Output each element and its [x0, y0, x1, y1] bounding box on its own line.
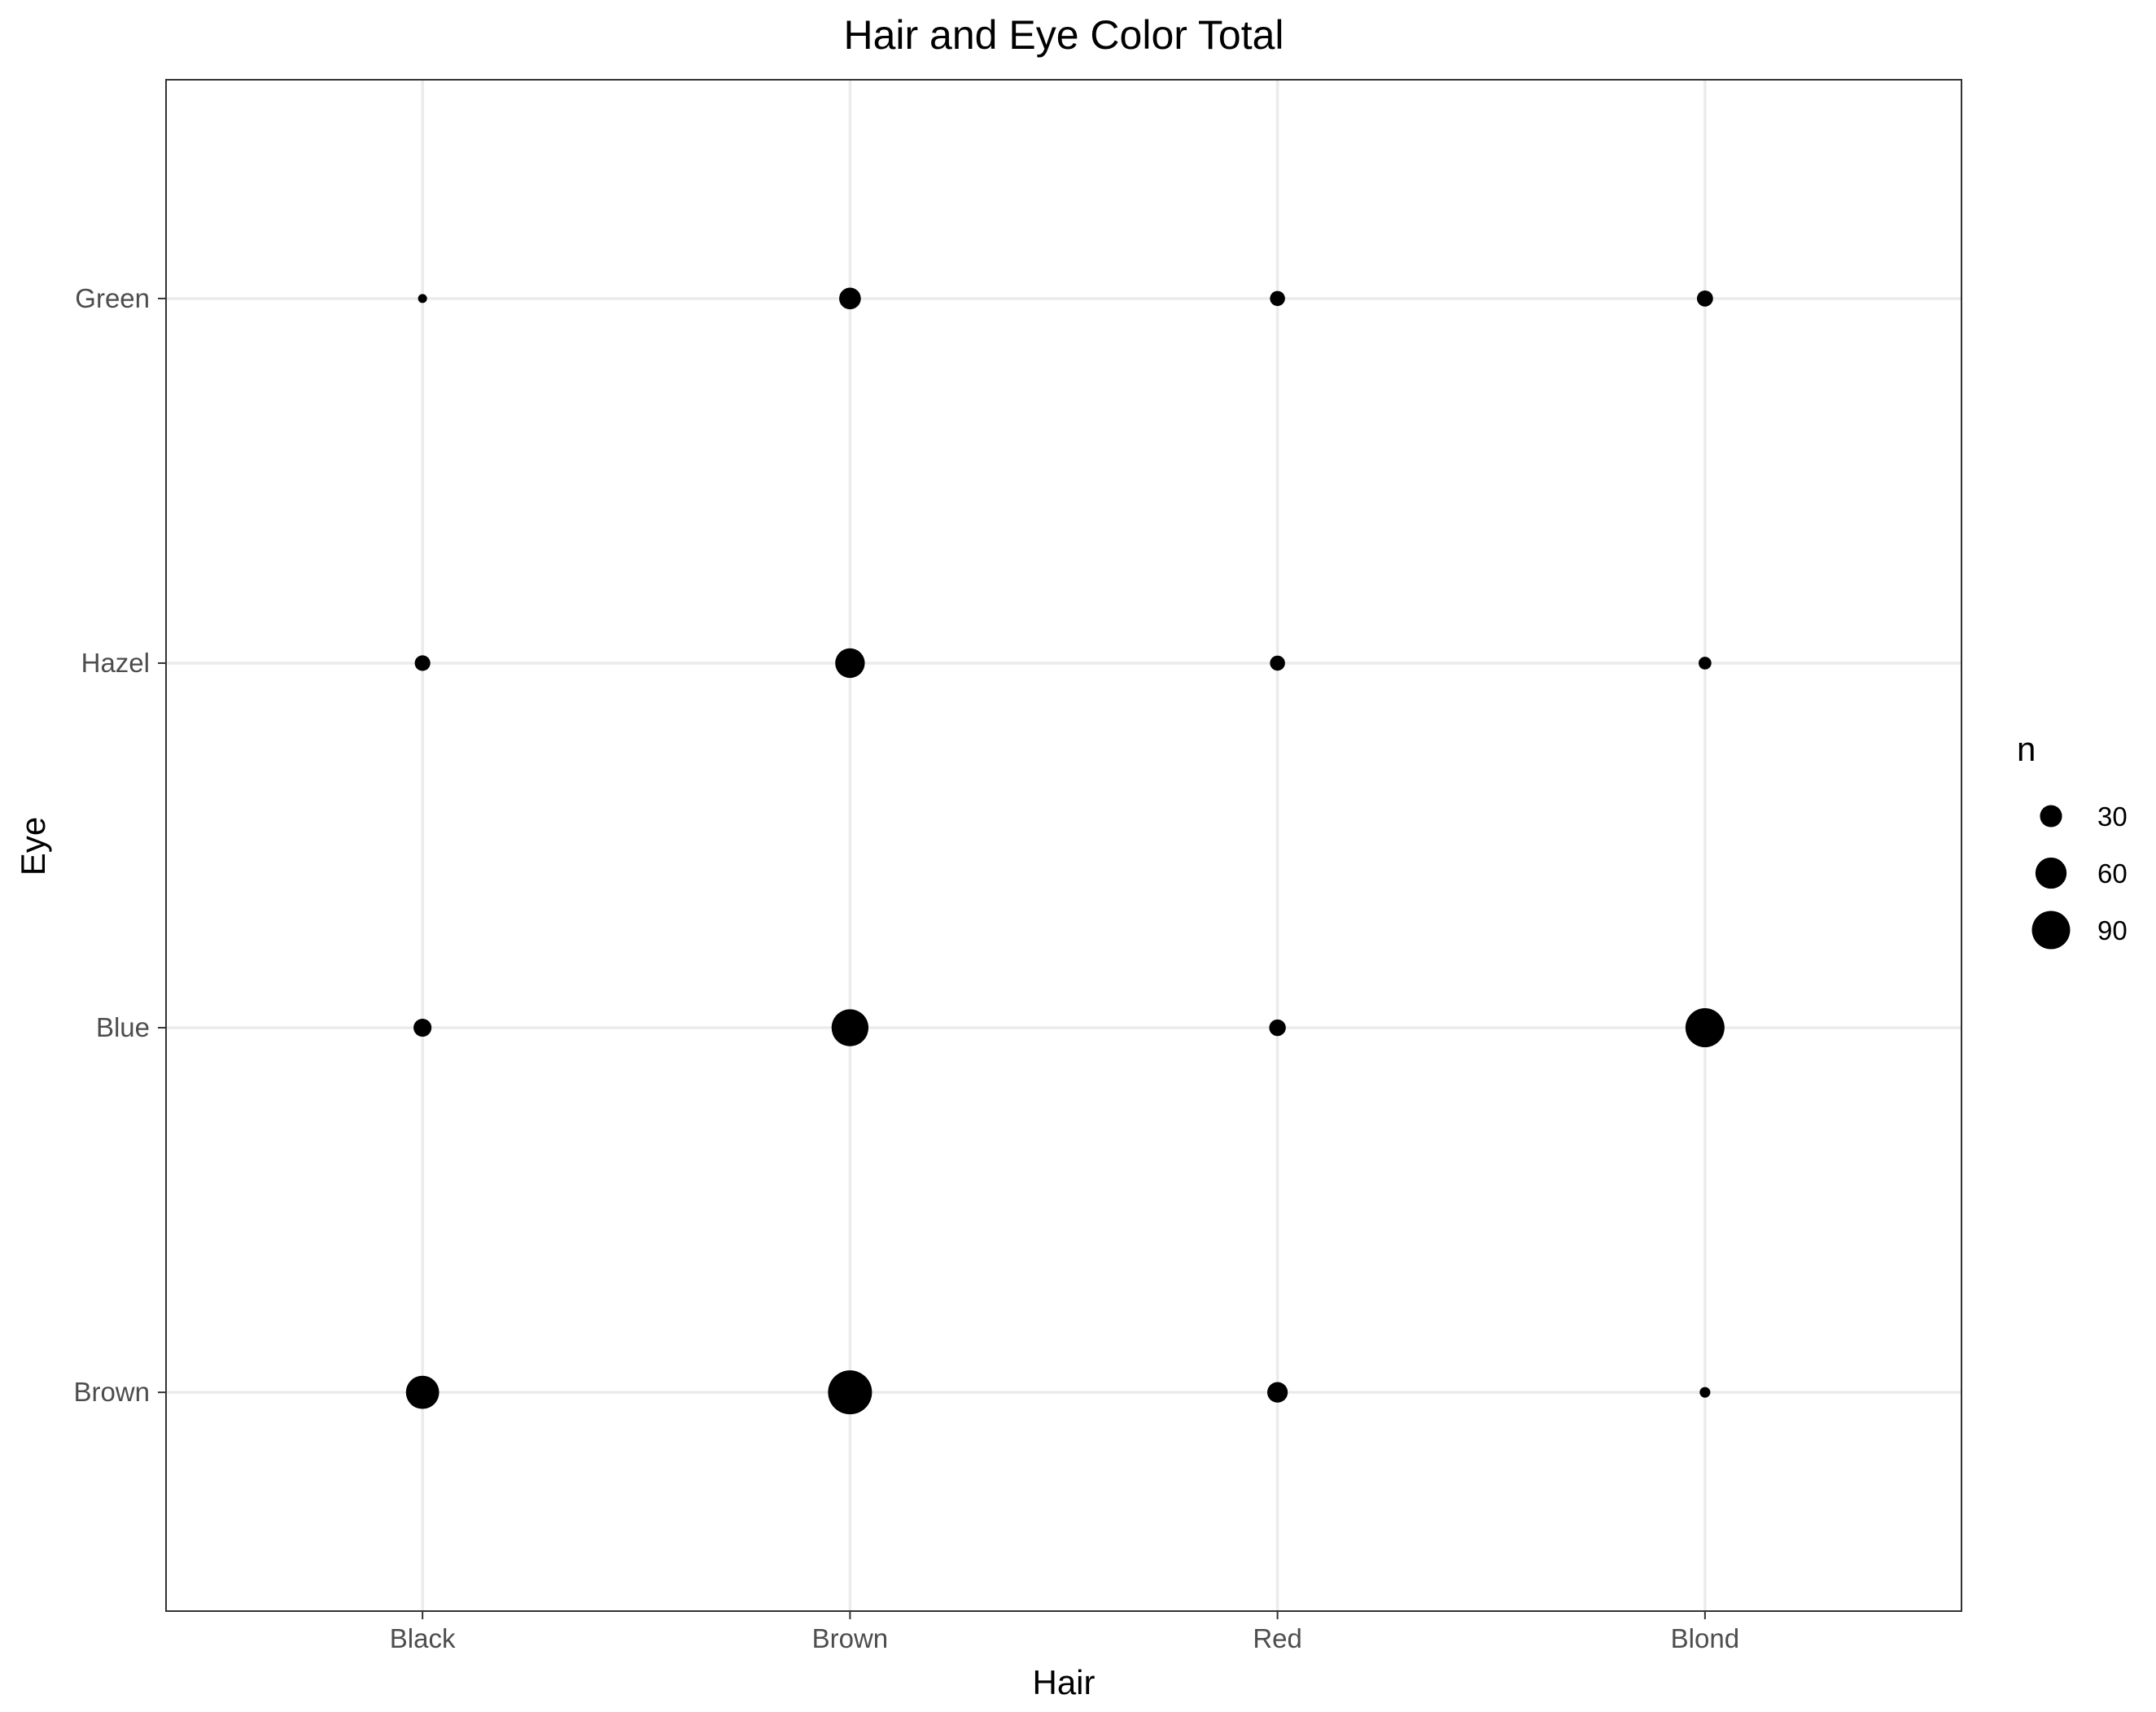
legend-label: 30 [2097, 801, 2128, 832]
y-axis-title: Eye [14, 817, 52, 876]
x-tick-label: Blond [1671, 1623, 1739, 1653]
data-point [405, 1375, 440, 1409]
data-point [1270, 655, 1285, 671]
x-axis-title: Hair [1032, 1663, 1095, 1701]
data-point [831, 1009, 869, 1046]
data-point [1699, 657, 1712, 670]
data-point [1266, 1382, 1288, 1403]
data-point [413, 1018, 432, 1037]
x-axis-ticks: Black Brown Red Blond [390, 1611, 1739, 1653]
data-point [1269, 1019, 1286, 1037]
chart-title: Hair and Eye Color Total [843, 12, 1284, 58]
data-point [839, 287, 861, 310]
legend-label: 60 [2097, 858, 2128, 889]
y-tick-label: Blue [96, 1012, 150, 1042]
legend-key [2031, 911, 2071, 950]
panel-border [165, 79, 1962, 1612]
y-axis-ticks: Brown Blue Hazel Green [73, 283, 166, 1407]
data-point [1699, 1387, 1711, 1398]
data-point [418, 294, 427, 304]
grid-lines [166, 80, 1961, 1611]
data-point [1696, 290, 1713, 307]
x-tick-label: Black [390, 1623, 456, 1653]
size-legend: n 30 60 90 [2017, 730, 2128, 950]
y-tick-label: Green [75, 283, 150, 313]
data-point [1685, 1008, 1725, 1048]
legend-title: n [2017, 730, 2036, 768]
legend-key [2035, 857, 2067, 889]
x-tick-label: Brown [812, 1623, 889, 1653]
data-points [405, 287, 1725, 1415]
data-point [1270, 290, 1285, 307]
y-tick-label: Brown [73, 1377, 150, 1407]
x-tick-label: Red [1253, 1623, 1302, 1653]
data-point [835, 648, 865, 679]
y-tick-label: Hazel [81, 648, 150, 678]
data-point [414, 655, 431, 671]
data-point [828, 1370, 872, 1415]
legend-key [2040, 805, 2062, 828]
legend-label: 90 [2097, 915, 2128, 946]
